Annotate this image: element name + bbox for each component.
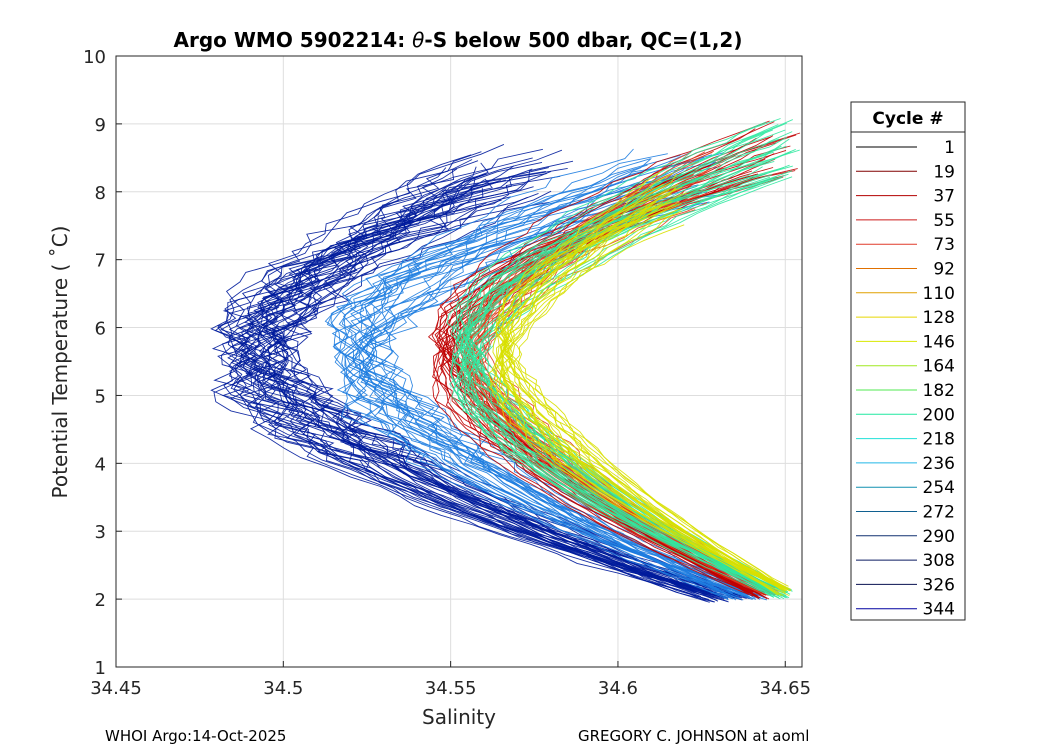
ts-profile-line — [226, 196, 710, 603]
legend-items: 1 19 37 55 73 92 110 128 146 164 182 200 218 236 254 27… — [856, 138, 955, 620]
x-tick-label: 34.65 — [760, 678, 812, 699]
y-tick-label: 1 — [95, 658, 106, 679]
ts-profile-line — [247, 191, 735, 599]
ts-profile-line — [358, 156, 732, 599]
legend-entry-label: 200 — [923, 405, 955, 425]
ts-profile-line — [501, 186, 780, 595]
x-tick-label: 34.55 — [425, 678, 477, 699]
ts-profile-line — [488, 183, 788, 592]
y-axis-label: Potential Temperature ( ˚C) — [48, 226, 72, 499]
ts-profile-line — [244, 188, 750, 600]
y-tick-label: 5 — [95, 386, 106, 407]
ts-profile-line — [252, 202, 724, 598]
ts-profile-line — [221, 151, 743, 601]
ts-profile-line — [433, 167, 774, 597]
ts-profile-line — [501, 201, 785, 591]
ts-profile-line — [231, 166, 716, 603]
ts-profile-line — [495, 205, 779, 596]
legend-title: Cycle # — [872, 109, 943, 129]
legend-entry-label: 1 — [944, 138, 955, 158]
y-tick-label: 7 — [95, 251, 106, 272]
ts-profile-line — [220, 157, 702, 597]
y-tick-label: 6 — [95, 319, 106, 340]
ts-profile-line — [213, 179, 729, 599]
ts-profile-line — [211, 173, 724, 598]
legend-entry-label: 73 — [933, 235, 955, 255]
legend-entry-label: 37 — [933, 187, 955, 207]
legend-entry-label: 55 — [933, 211, 955, 231]
legend-box — [850, 101, 966, 621]
legend-entry-label: 146 — [923, 332, 955, 352]
footer-left: WHOI Argo:14-Oct-2025 — [105, 727, 286, 745]
legend-entry-label: 92 — [933, 260, 955, 280]
ts-profile-line — [466, 164, 790, 594]
legend-entry-label: 308 — [923, 551, 955, 571]
ts-profile-line — [496, 193, 786, 589]
footer-right: GREGORY C. JOHNSON at aoml — [578, 727, 809, 745]
ts-profile-line — [336, 185, 750, 594]
ts-profile-line — [249, 170, 713, 594]
legend-entry-label: 236 — [923, 454, 955, 474]
title-theta-symbol: θ — [412, 28, 424, 52]
legend-entry-label: 272 — [923, 503, 955, 523]
title-part-2: -S below 500 dbar, QC=(1,2) — [424, 28, 742, 52]
ts-profile-line — [450, 119, 793, 592]
ts-profile-line — [326, 177, 744, 601]
ts-profile-line — [502, 188, 785, 592]
y-tick-label: 10 — [83, 47, 106, 68]
ts-profile-line — [344, 158, 771, 595]
legend-entry-label: 290 — [923, 527, 955, 547]
x-axis-label: Salinity — [422, 705, 496, 729]
ts-profile-line — [369, 161, 731, 597]
ts-profile-line — [464, 133, 779, 591]
legend-entry-label: 344 — [923, 600, 955, 620]
y-tick-label: 2 — [95, 590, 106, 611]
ts-profile-line — [228, 171, 740, 600]
ts-profile-line — [244, 175, 727, 599]
legend-entry-label: 326 — [923, 575, 955, 595]
legend-entry-label: 128 — [923, 308, 955, 328]
legend-entry-label: 19 — [933, 162, 955, 182]
ts-profile-line — [357, 158, 740, 600]
ts-profile-line — [490, 207, 791, 592]
ts-curves — [210, 118, 801, 603]
ts-profile-line — [333, 153, 754, 600]
y-tick-label: 4 — [95, 454, 106, 475]
ts-profile-line — [453, 131, 793, 598]
y-axis-ticks: 1 2 3 4 5 6 7 8 9 10 — [83, 47, 122, 679]
title-part-1: Argo WMO 5902214: — [174, 28, 413, 52]
legend-entry-label: 254 — [923, 478, 955, 498]
legend: Cycle # 1 19 37 55 73 92 110 128 146 164 182 200 218… — [850, 101, 966, 621]
chart-title: Argo WMO 5902214: θ-S below 500 dbar, QC… — [174, 28, 743, 52]
ts-profile-line — [336, 194, 730, 592]
ts-profile-line — [210, 159, 714, 603]
ts-profile-line — [342, 166, 734, 600]
ts-profile-line — [350, 161, 729, 600]
x-axis-ticks: 34.45 34.5 34.55 34.6 34.65 — [90, 661, 811, 699]
legend-entry-label: 182 — [923, 381, 955, 401]
ts-profile-line — [452, 124, 784, 594]
ts-profile-line — [269, 161, 732, 597]
y-tick-label: 8 — [95, 183, 106, 204]
plot-frame — [115, 55, 803, 668]
y-tick-label: 3 — [95, 522, 106, 543]
x-tick-label: 34.6 — [598, 678, 638, 699]
ts-profile-line — [496, 203, 789, 587]
legend-entry-label: 110 — [923, 284, 955, 304]
x-tick-label: 34.5 — [263, 678, 303, 699]
x-tick-label: 34.45 — [90, 678, 142, 699]
legend-entry-label: 164 — [923, 357, 955, 377]
ts-profile-line — [332, 184, 767, 599]
ts-profile-line — [364, 164, 734, 593]
y-tick-label: 9 — [95, 115, 106, 136]
legend-entry-label: 218 — [923, 430, 955, 450]
